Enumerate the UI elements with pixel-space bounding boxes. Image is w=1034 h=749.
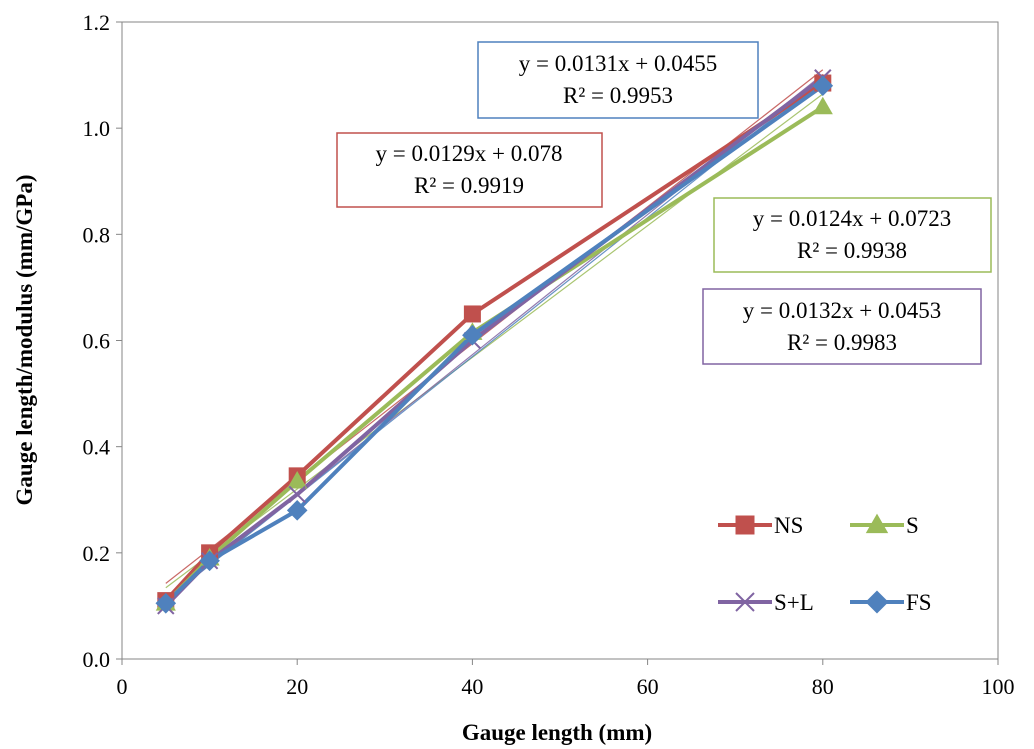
data-point-s xyxy=(287,470,308,489)
x-axis-ticks: 0 20 40 60 80 100 xyxy=(117,659,1015,699)
data-point-fs xyxy=(199,550,220,572)
equation-box-fs: y = 0.0131x + 0.0455 R² = 0.9953 xyxy=(477,41,759,119)
x-tick-label: 20 xyxy=(286,674,308,699)
x-tick-label: 40 xyxy=(461,674,483,699)
y-axis-title: Gauge length/modulus (mm/GPa) xyxy=(12,175,37,506)
legend-marker xyxy=(735,592,755,612)
legend: NS S S+L FS xyxy=(718,513,932,615)
legend-item-s: S xyxy=(850,513,919,538)
legend-label: S xyxy=(906,513,919,538)
data-point-fs xyxy=(155,592,177,614)
r2-s: R² = 0.9938 xyxy=(797,238,907,263)
x-tick-label: 60 xyxy=(637,674,659,699)
x-tick-label: 100 xyxy=(982,674,1015,699)
data-point-fs xyxy=(286,500,308,521)
r2-sl: R² = 0.9983 xyxy=(787,330,897,355)
equation-box-sl: y = 0.0132x + 0.0453 R² = 0.9983 xyxy=(702,288,982,365)
data-point-s xyxy=(812,96,833,115)
x-tick-label: 0 xyxy=(117,674,128,699)
data-point-fs xyxy=(812,75,834,97)
y-tick-label: 1.0 xyxy=(83,116,111,141)
x-tick-label: 80 xyxy=(812,674,834,699)
legend-label: NS xyxy=(774,513,803,538)
legend-item-ns: NS xyxy=(718,513,803,538)
legend-marker xyxy=(735,515,755,535)
y-tick-label: 0.4 xyxy=(83,435,111,460)
y-tick-label: 0.2 xyxy=(83,541,111,566)
trendline-equations: y = 0.0131x + 0.0455 R² = 0.9953 y = 0.0… xyxy=(336,41,992,365)
equation-fs: y = 0.0131x + 0.0455 xyxy=(519,51,717,76)
legend-marker xyxy=(865,513,889,534)
legend-label: FS xyxy=(906,590,932,615)
equation-box-ns: y = 0.0129x + 0.078 R² = 0.9919 xyxy=(336,132,603,208)
legend-item-s-l: S+L xyxy=(718,590,814,615)
series-markers xyxy=(155,69,834,615)
data-point-s-l xyxy=(288,485,306,504)
legend-item-fs: FS xyxy=(850,590,932,615)
x-axis-title: Gauge length (mm) xyxy=(462,720,652,745)
r2-ns: R² = 0.9919 xyxy=(414,173,524,198)
equation-box-s: y = 0.0124x + 0.0723 R² = 0.9938 xyxy=(713,197,992,273)
equation-s: y = 0.0124x + 0.0723 xyxy=(753,206,951,231)
y-tick-label: 0.8 xyxy=(83,222,111,247)
data-point-ns xyxy=(463,305,481,323)
y-tick-label: 0.0 xyxy=(83,647,111,672)
legend-label: S+L xyxy=(774,590,814,615)
y-axis-ticks: 0.0 0.2 0.4 0.6 0.8 1.0 1.2 xyxy=(83,10,122,672)
r2-fs: R² = 0.9953 xyxy=(563,83,673,108)
data-point-fs xyxy=(462,324,483,346)
equation-ns: y = 0.0129x + 0.078 xyxy=(376,141,563,166)
legend-marker xyxy=(865,590,889,614)
y-tick-label: 0.6 xyxy=(83,329,111,354)
y-tick-label: 1.2 xyxy=(83,10,111,35)
equation-sl: y = 0.0132x + 0.0453 xyxy=(743,298,941,323)
